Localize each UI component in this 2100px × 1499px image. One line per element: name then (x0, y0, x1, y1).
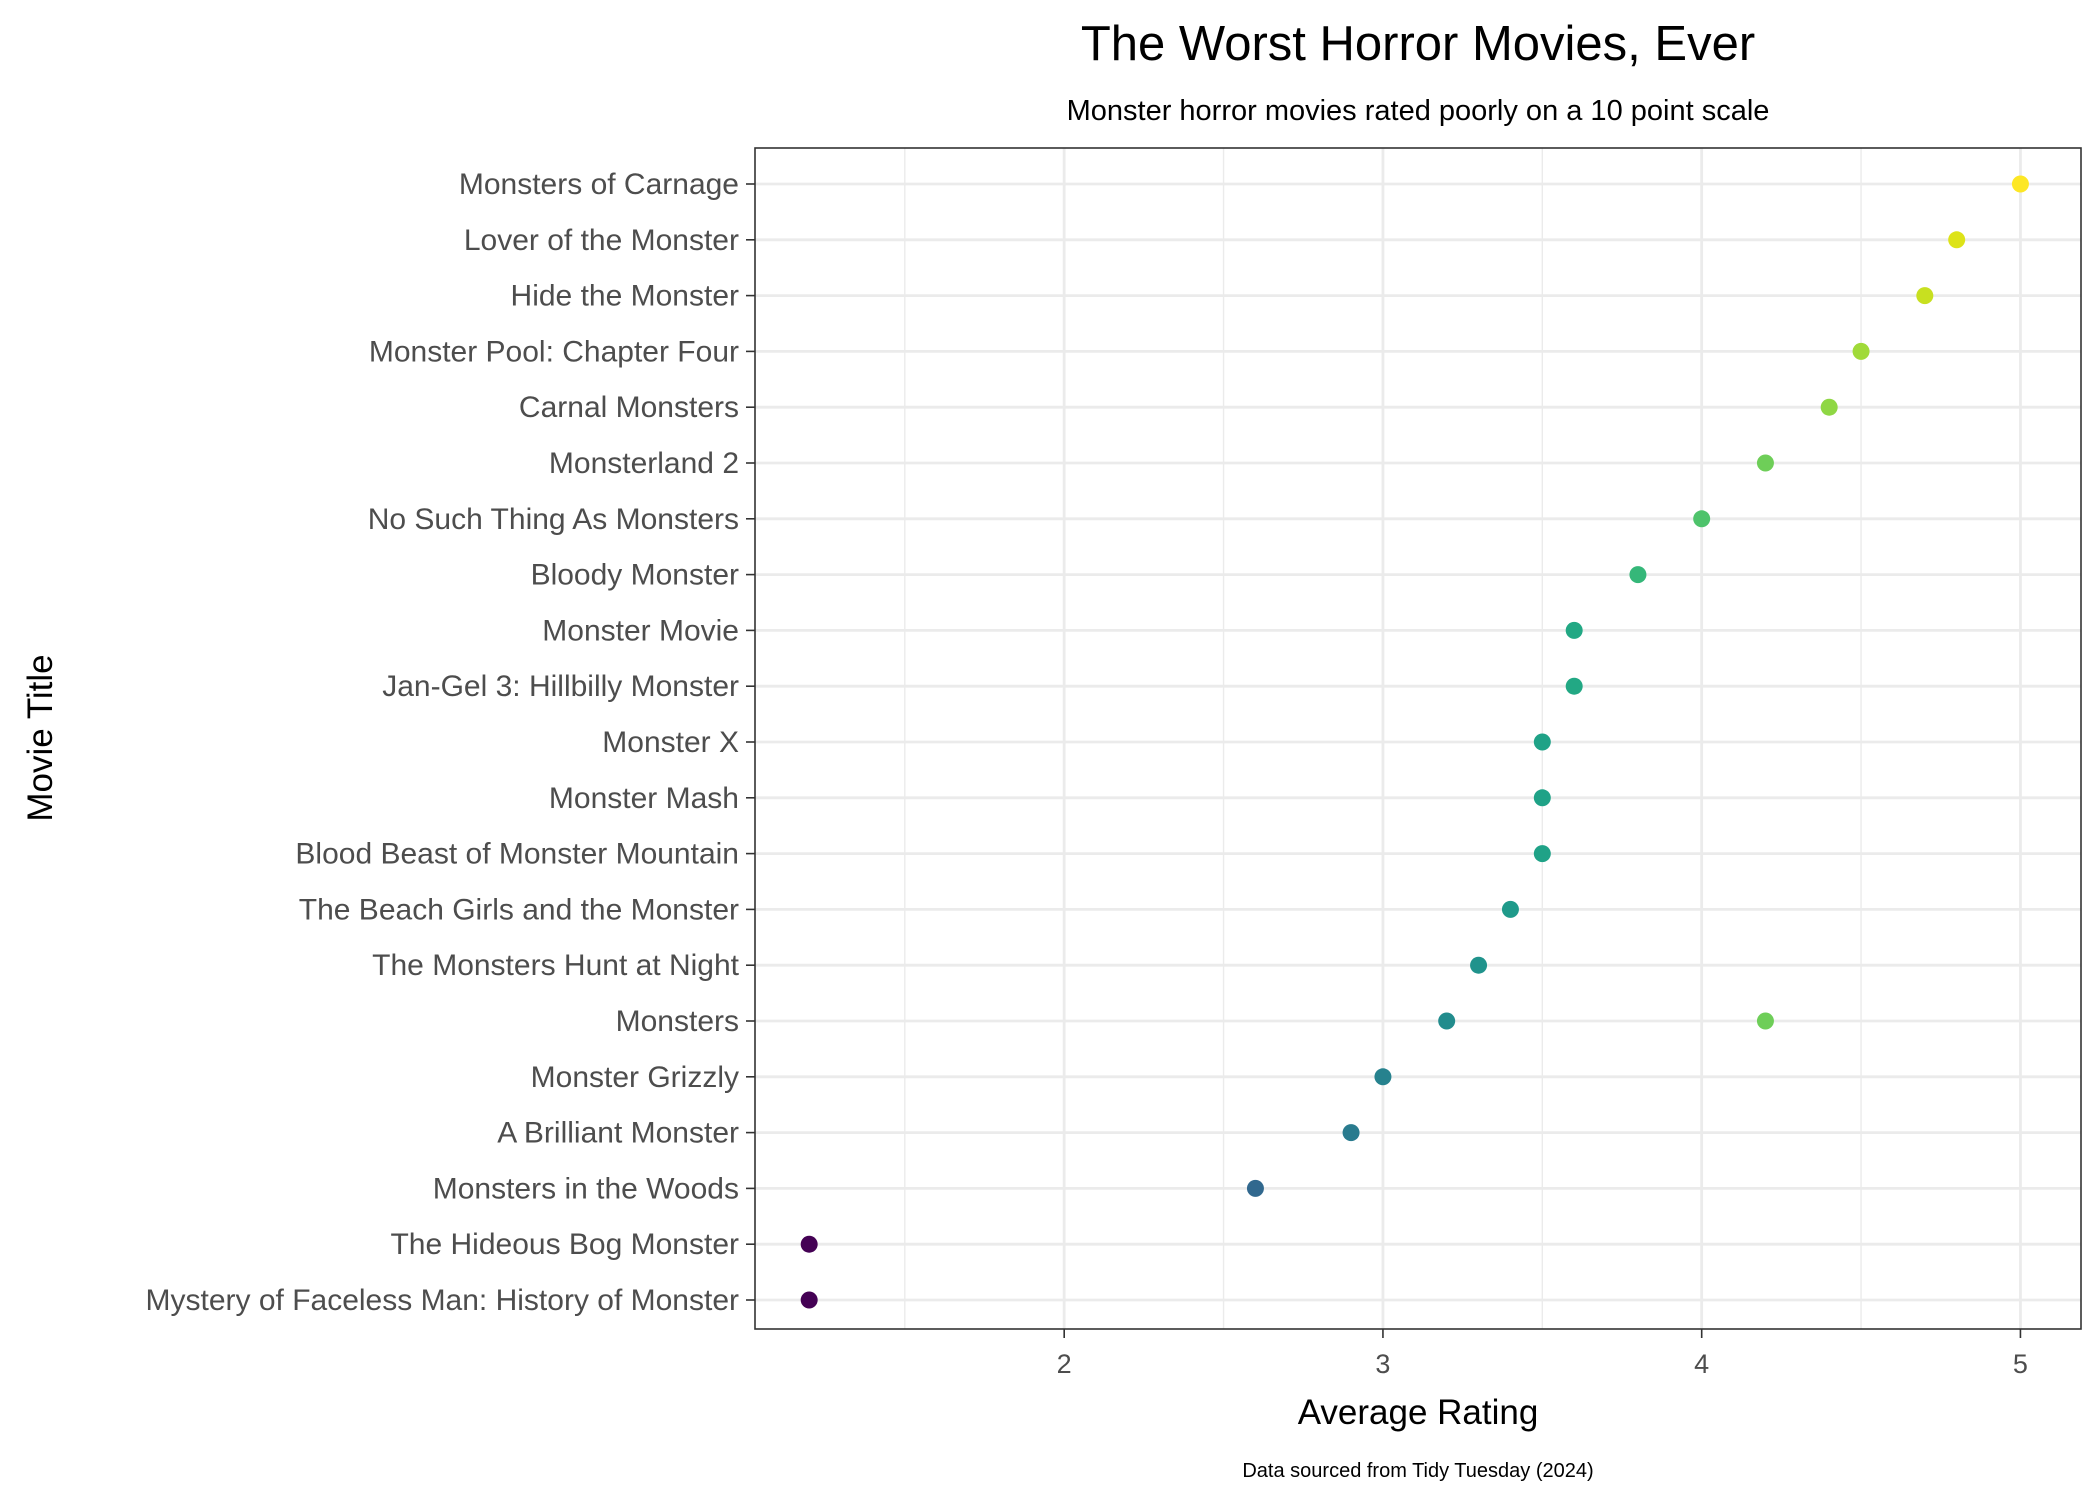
data-point (1533, 845, 1551, 863)
y-tick-label: Monster Movie (542, 614, 739, 647)
data-point (800, 1291, 818, 1309)
y-tick-label: Monster Grizzly (531, 1061, 739, 1094)
x-tick-label: 2 (1057, 1349, 1072, 1379)
y-tick-label: Blood Beast of Monster Mountain (295, 838, 739, 871)
data-point (1501, 900, 1519, 918)
x-axis-title: Average Rating (1298, 1393, 1539, 1432)
y-tick-label: A Brilliant Monster (497, 1117, 739, 1150)
data-point (1470, 956, 1488, 974)
data-point (1756, 454, 1774, 472)
data-point (1533, 733, 1551, 751)
data-point (1565, 677, 1583, 695)
y-axis-title: Movie Title (21, 654, 60, 821)
y-tick-label: Monster Pool: Chapter Four (369, 335, 739, 368)
y-tick-label: Lover of the Monster (464, 224, 739, 257)
x-tick-label: 4 (1694, 1349, 1709, 1379)
data-point (2011, 175, 2029, 193)
data-point (1374, 1068, 1392, 1086)
y-tick-label: Hide the Monster (511, 280, 739, 313)
chart-subtitle: Monster horror movies rated poorly on a … (1067, 95, 1770, 127)
data-point (1629, 566, 1647, 584)
data-point (1438, 1012, 1456, 1030)
y-tick-label: Bloody Monster (531, 559, 739, 592)
data-point (1820, 398, 1838, 416)
y-tick-label: No Such Thing As Monsters (368, 503, 739, 536)
x-tick-label: 5 (2013, 1349, 2028, 1379)
y-tick-label: Monsters in the Woods (433, 1172, 739, 1205)
data-point (1756, 1012, 1774, 1030)
chart-title: The Worst Horror Movies, Ever (1081, 17, 1755, 71)
data-point (1533, 789, 1551, 807)
y-tick-label: Monsters of Carnage (459, 168, 739, 201)
x-tick-label: 3 (1375, 1349, 1390, 1379)
y-tick-label: Mystery of Faceless Man: History of Mons… (146, 1284, 740, 1317)
y-tick-label: Carnal Monsters (519, 391, 739, 424)
y-tick-label: Monster X (602, 726, 739, 759)
y-tick-label: The Beach Girls and the Monster (299, 893, 739, 926)
y-tick-label: Jan-Gel 3: Hillbilly Monster (382, 670, 739, 703)
data-point (800, 1235, 818, 1253)
data-point (1948, 231, 1966, 249)
y-tick-label: The Monsters Hunt at Night (372, 949, 739, 982)
data-point (1246, 1179, 1264, 1197)
y-tick-label: Monster Mash (549, 782, 739, 815)
x-axis: 2 3 4 5 (1057, 1329, 2028, 1379)
data-point (1342, 1124, 1360, 1142)
data-point (1852, 342, 1870, 360)
data-point (1916, 287, 1934, 305)
y-tick-label: Monsterland 2 (549, 447, 739, 480)
y-tick-label: Monsters (616, 1005, 739, 1038)
data-point (1693, 510, 1711, 528)
plot-panel-border (754, 147, 2082, 1330)
y-axis: Monsters of Carnage Lover of the Monster H… (146, 168, 755, 1317)
grid-lines (755, 148, 2081, 1329)
points-layer (800, 175, 2029, 1309)
chart-caption: Data sourced from Tidy Tuesday (2024) (1242, 1460, 1593, 1482)
y-tick-label: The Hideous Bog Monster (390, 1228, 739, 1261)
data-point (1565, 621, 1583, 639)
